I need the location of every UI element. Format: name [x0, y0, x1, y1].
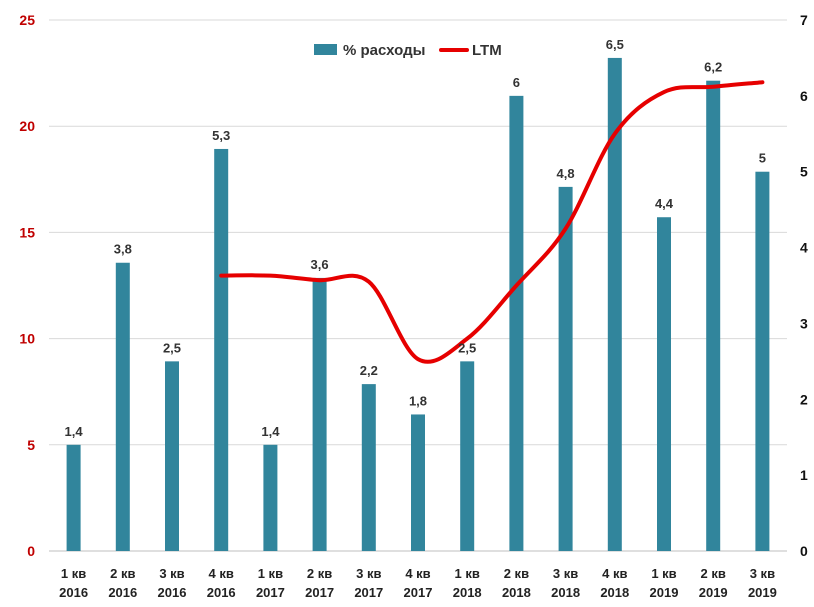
- ltm-line: [219, 80, 765, 364]
- x-tick-label-quarter: 1 кв: [455, 566, 480, 581]
- bar: [115, 262, 130, 551]
- x-axis: 1 кв 2016 2 кв 2016 3 кв 2016 4 кв 2016 1 кв 2017…: [59, 566, 777, 600]
- y-right-tick-label: 6: [800, 88, 808, 104]
- x-tick-label-quarter: 4 кв: [602, 566, 627, 581]
- data-label: 1,4: [65, 424, 84, 439]
- data-label: 5,3: [212, 128, 230, 143]
- bar: [509, 95, 524, 551]
- y-axis-right: 0 1 2 3 4 5 6 7: [800, 12, 808, 559]
- bar: [361, 384, 376, 551]
- bar: [66, 444, 81, 551]
- x-tick-label-quarter: 2 кв: [701, 566, 726, 581]
- data-label: 1,8: [409, 393, 427, 408]
- x-tick-label-year: 2018: [453, 585, 482, 600]
- bar: [755, 171, 770, 551]
- x-tick-label-year: 2019: [699, 585, 728, 600]
- x-tick-label-quarter: 1 кв: [651, 566, 676, 581]
- x-tick-label-quarter: 2 кв: [110, 566, 135, 581]
- data-label: 6,5: [606, 37, 624, 52]
- x-tick-label-year: 2018: [600, 585, 629, 600]
- data-label: 2,5: [163, 340, 181, 355]
- x-tick-label-quarter: 2 кв: [307, 566, 332, 581]
- bar: [312, 277, 327, 551]
- data-label: 6,2: [704, 60, 722, 75]
- data-label: 4,8: [557, 166, 575, 181]
- bar: [460, 361, 475, 551]
- x-tick-label-year: 2016: [59, 585, 88, 600]
- data-label: 1,4: [261, 424, 280, 439]
- y-right-tick-label: 1: [800, 467, 808, 483]
- bar: [558, 186, 573, 551]
- ltm-line-series: [219, 80, 765, 364]
- bar: [706, 80, 721, 551]
- x-tick-label-year: 2018: [502, 585, 531, 600]
- x-tick-label-quarter: 1 кв: [258, 566, 283, 581]
- x-tick-label-year: 2019: [748, 585, 777, 600]
- y-left-tick-label: 15: [19, 224, 35, 240]
- x-tick-label-year: 2017: [256, 585, 285, 600]
- x-tick-label-quarter: 4 кв: [405, 566, 430, 581]
- data-labels: 1,4 3,8 2,5 5,3 1,4 3,6 2,2 1,8 2,5 6 4,8 6,5 4,4 6,2…: [65, 37, 766, 439]
- bar: [214, 148, 229, 551]
- legend: % расходы LTM: [314, 42, 502, 59]
- y-axis-left: 0 5 10 15 20 25: [19, 12, 35, 559]
- x-tick-label-year: 2017: [305, 585, 334, 600]
- data-label: 3,8: [114, 242, 132, 257]
- y-left-tick-label: 20: [19, 118, 35, 134]
- data-label: 5: [759, 151, 766, 166]
- x-tick-label-year: 2019: [650, 585, 679, 600]
- data-label: 6: [513, 75, 520, 90]
- data-label: 2,2: [360, 363, 378, 378]
- bar: [607, 57, 622, 552]
- legend-swatch-bars: [314, 44, 337, 55]
- y-left-tick-label: 10: [19, 331, 35, 347]
- x-tick-label-quarter: 3 кв: [553, 566, 578, 581]
- x-tick-label-year: 2017: [354, 585, 383, 600]
- x-tick-label-quarter: 3 кв: [356, 566, 381, 581]
- y-left-tick-label: 5: [27, 437, 35, 453]
- x-tick-label-year: 2016: [108, 585, 137, 600]
- bar-series: [66, 57, 770, 552]
- data-label: 4,4: [655, 196, 674, 211]
- bar: [263, 444, 278, 551]
- x-tick-label-quarter: 1 кв: [61, 566, 86, 581]
- x-tick-label-quarter: 4 кв: [209, 566, 234, 581]
- y-right-tick-label: 7: [800, 12, 808, 28]
- y-right-tick-label: 2: [800, 391, 808, 407]
- data-label: 2,5: [458, 340, 476, 355]
- y-right-tick-label: 3: [800, 315, 808, 331]
- x-tick-label-year: 2016: [158, 585, 187, 600]
- bar: [657, 217, 671, 551]
- y-right-tick-label: 5: [800, 164, 808, 180]
- x-tick-label-quarter: 3 кв: [159, 566, 184, 581]
- legend-label-bars: % расходы: [343, 42, 425, 59]
- x-tick-label-quarter: 2 кв: [504, 566, 529, 581]
- bar: [411, 414, 425, 551]
- x-tick-label-year: 2018: [551, 585, 580, 600]
- bar: [165, 361, 179, 551]
- x-tick-label-year: 2016: [207, 585, 236, 600]
- y-right-tick-label: 0: [800, 543, 808, 559]
- data-label: 3,6: [311, 257, 329, 272]
- y-right-tick-label: 4: [800, 240, 808, 256]
- legend-label-line: LTM: [472, 42, 502, 59]
- x-tick-label-year: 2017: [404, 585, 433, 600]
- y-left-tick-label: 25: [19, 12, 35, 28]
- x-tick-label-quarter: 3 кв: [750, 566, 775, 581]
- y-left-tick-label: 0: [27, 543, 35, 559]
